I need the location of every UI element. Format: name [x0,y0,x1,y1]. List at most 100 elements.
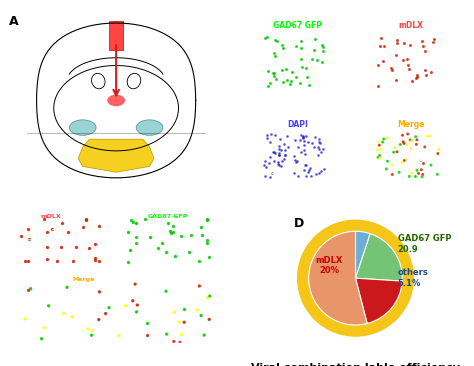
Point [272,37,279,43]
Point [399,132,406,138]
Point [400,141,408,146]
Point [144,321,151,326]
Point [301,151,309,157]
Point [261,173,268,179]
Point [408,170,415,176]
Point [319,42,326,48]
Point [178,332,185,337]
Point [413,167,421,173]
Point [57,244,65,250]
Point [64,229,72,235]
Point [301,162,309,168]
Point [413,137,421,143]
Point [82,217,90,223]
Point [422,72,429,78]
Point [283,133,291,139]
Point [319,48,327,54]
Point [392,78,400,83]
Point [262,35,269,41]
Text: b: b [121,212,128,221]
Point [205,317,213,322]
Text: a: a [247,16,254,26]
Point [430,36,438,42]
Point [434,151,442,157]
Point [263,132,270,138]
Point [304,74,311,80]
Point [54,258,61,264]
Point [27,286,35,292]
Point [204,217,211,223]
Point [169,229,177,235]
Point [25,287,32,293]
Point [170,339,178,344]
Point [169,223,176,229]
Point [403,142,410,147]
Point [302,66,310,71]
Point [122,303,129,309]
Point [400,139,407,145]
Point [264,68,272,74]
Point [177,233,184,239]
Point [41,216,48,221]
Point [405,67,413,72]
Point [404,62,412,68]
Point [299,134,307,140]
Point [383,158,391,164]
Point [21,316,29,322]
Point [298,132,305,138]
Point [266,174,273,180]
Point [273,38,281,44]
Point [297,149,305,155]
Point [266,80,274,86]
Point [418,167,425,173]
Point [294,173,301,179]
Point [412,134,419,139]
Point [272,132,279,138]
Point [406,42,413,48]
Point [176,340,184,346]
Point [374,147,381,153]
Point [380,43,388,49]
Point [131,281,139,287]
Ellipse shape [107,94,125,106]
Point [270,71,277,76]
Point [298,64,305,70]
Point [271,74,278,79]
Point [419,43,427,49]
Point [275,153,283,158]
Point [293,158,301,164]
Point [300,138,308,144]
Point [269,149,277,155]
Point [374,154,382,160]
Point [302,173,310,179]
Point [401,157,408,163]
Point [302,134,310,139]
Wedge shape [356,234,402,281]
Point [25,236,32,242]
Point [318,150,325,156]
Point [299,134,307,140]
Point [185,249,192,255]
Point [283,66,290,71]
Point [95,258,103,264]
Point [400,40,408,46]
Point [201,332,208,338]
Text: d: d [359,116,366,126]
Point [287,81,294,87]
Point [377,35,385,41]
Text: c: c [247,116,253,126]
Point [308,140,316,146]
Point [279,79,286,85]
Point [91,241,99,247]
Point [162,288,170,294]
Text: C: C [7,205,16,217]
Wedge shape [297,220,414,337]
Point [311,134,319,140]
Point [304,169,311,175]
Point [380,136,388,142]
Point [383,135,391,141]
Point [376,153,383,158]
Ellipse shape [69,120,96,135]
Point [403,56,410,62]
Text: GAD67·GFP: GAD67·GFP [148,214,189,219]
